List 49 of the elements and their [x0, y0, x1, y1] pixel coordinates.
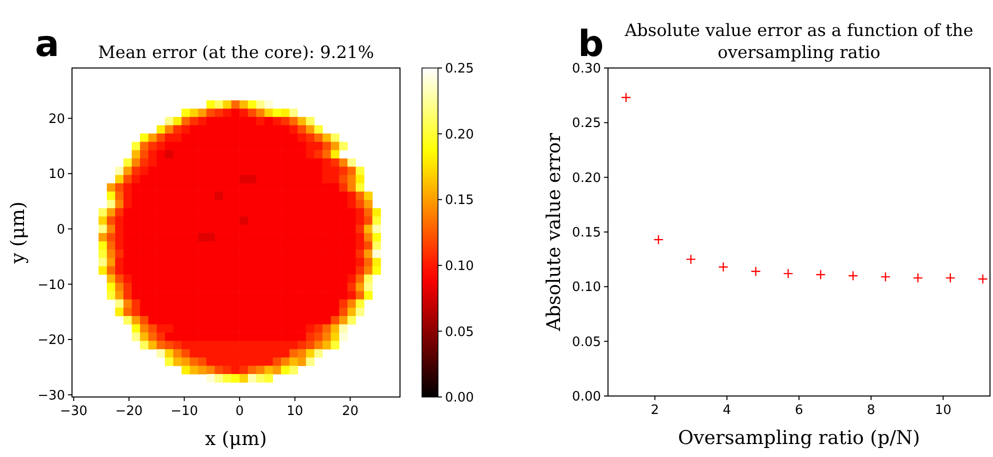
y-tick-label: 0.25	[572, 116, 601, 132]
y-tick-label: 0.00	[572, 390, 601, 405]
x-tick-label: −10	[170, 404, 198, 419]
color-bar-label: 0.00	[445, 390, 474, 406]
x-axis-title: x (μm)	[205, 428, 267, 450]
text: a	[35, 24, 60, 65]
point	[912, 272, 924, 284]
point	[620, 92, 632, 103]
y-tick-label: −20	[38, 333, 65, 348]
x-tick-label: 20	[342, 404, 358, 419]
x-axis-title: Oversampling ratio (p/N)	[678, 427, 920, 449]
x-tick-label: 2	[650, 403, 659, 418]
point	[816, 270, 826, 280]
y-tick-label: −30	[38, 388, 65, 404]
chart-title: Mean error (at the core): 9.21%	[98, 43, 374, 63]
y-tick-label: 20	[48, 112, 65, 127]
point	[686, 254, 696, 264]
point	[880, 272, 891, 282]
y-axis-title: Absolute value error	[543, 132, 565, 332]
x-tick-label: 0	[235, 404, 244, 419]
y-tick-label: 0.05	[572, 334, 601, 350]
chart-title: Absolute value error as a function of the oversampling ratio	[624, 21, 974, 63]
color-bar-label: 0.05	[445, 324, 474, 340]
x-tick-label: 10	[934, 403, 952, 418]
x-tick-label: 8	[866, 403, 876, 418]
color-bar-label: 0.25	[445, 62, 474, 77]
y-tick-label: 0.10	[572, 280, 601, 296]
point	[783, 268, 794, 279]
color-bar-label: 0.10	[445, 258, 474, 274]
point	[848, 270, 858, 281]
point	[653, 234, 664, 245]
y-axis-title: y (μm)	[7, 202, 29, 264]
point	[718, 262, 728, 272]
y-tick-label: 0.30	[572, 62, 601, 77]
x-tick-label: −20	[115, 404, 143, 419]
y-tick-label: 0.15	[572, 226, 601, 241]
y-tick-label: 0.20	[572, 170, 601, 186]
point	[978, 274, 988, 284]
x-tick-label: 4	[722, 403, 732, 418]
y-tick-label: −10	[38, 278, 65, 293]
color-bar-label: 0.15	[445, 193, 474, 208]
x-tick-label: −30	[60, 404, 88, 419]
color-bar-label: 0.20	[445, 127, 474, 142]
point	[750, 266, 761, 276]
y-tick-label: 10	[48, 167, 65, 182]
point	[945, 272, 956, 284]
x-tick-label: 6	[794, 403, 804, 418]
x-tick-label: 10	[286, 404, 304, 419]
y-tick-label: 0	[56, 222, 65, 238]
